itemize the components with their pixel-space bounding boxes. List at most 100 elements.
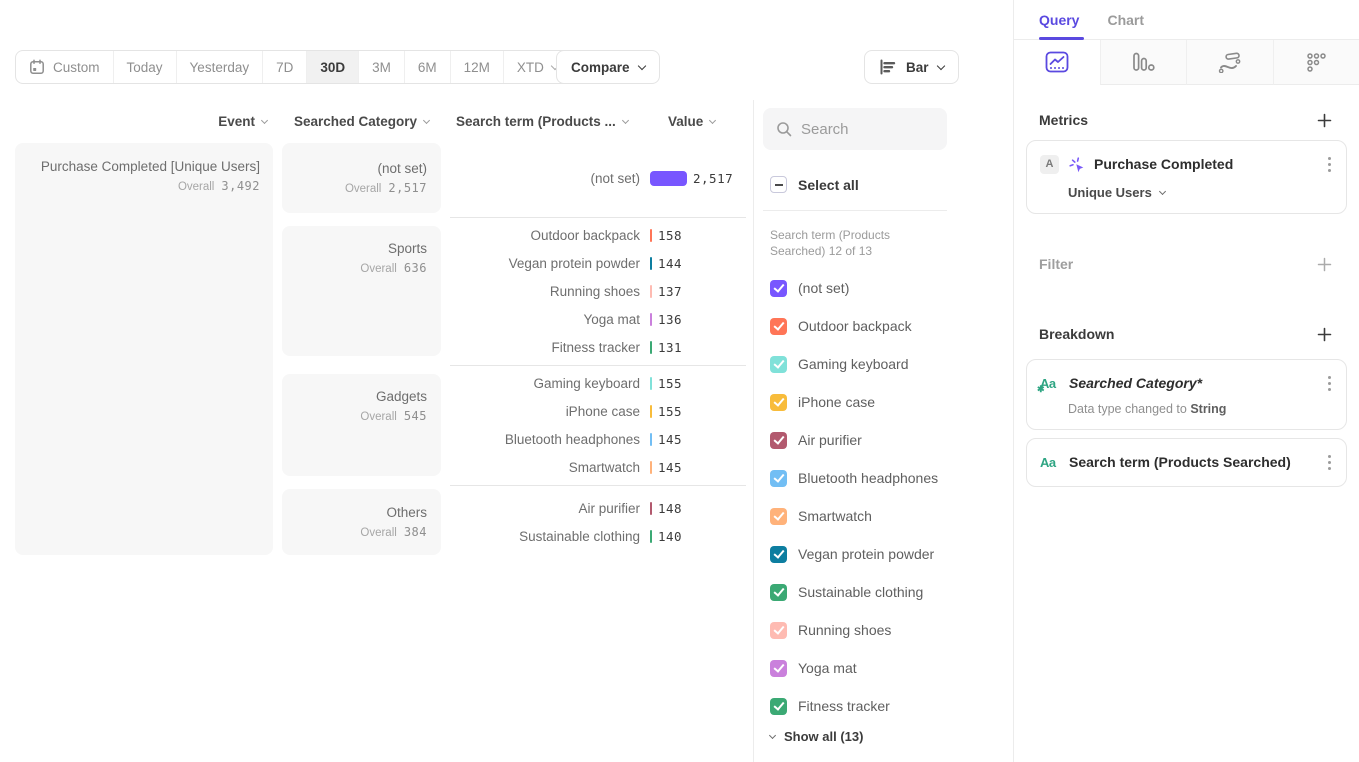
breakdown-kebab-menu[interactable]	[1325, 372, 1334, 394]
value-bar	[650, 376, 652, 390]
category-name: Gadgets	[375, 389, 427, 404]
category-group-sports: Sports Overall 636 Outdoor backpack 158 Vegan…	[282, 221, 746, 366]
table-row[interactable]: Outdoor backpack 158	[450, 221, 746, 249]
legend-item-sustainable-clothing[interactable]: Sustainable clothing	[770, 573, 1013, 611]
column-header-searched-category[interactable]: Searched Category	[282, 114, 441, 129]
segment-label: Smartwatch	[798, 508, 872, 524]
breakdown-kebab-menu[interactable]	[1325, 451, 1334, 473]
overall-value: 2,517	[388, 181, 427, 195]
segment-checkbox[interactable]	[770, 545, 787, 563]
date-range-3m[interactable]: 3M	[358, 51, 404, 83]
date-range-6m[interactable]: 6M	[403, 51, 450, 83]
chart-type-button[interactable]: Bar	[864, 50, 959, 84]
segment-label: Bluetooth headphones	[798, 470, 939, 486]
tab-funnels[interactable]	[1099, 40, 1186, 85]
event-cell[interactable]: Purchase Completed [Unique Users] Overal…	[15, 143, 273, 555]
overall-label: Overall	[360, 263, 397, 275]
value-text: 137	[658, 283, 683, 299]
show-all-toggle[interactable]: Show all (13)	[768, 729, 1013, 744]
add-filter-button[interactable]	[1317, 257, 1332, 272]
legend-item-iphone-case[interactable]: iPhone case	[770, 383, 1013, 421]
select-all-row[interactable]: Select all	[770, 176, 1013, 193]
chevron-down-icon	[621, 116, 629, 124]
segment-checkbox[interactable]	[770, 583, 787, 601]
metric-card[interactable]: A Purchase Completed Unique Users	[1026, 140, 1347, 214]
date-range-label: Custom	[53, 59, 100, 75]
legend-list: (not set) Outdoor backpack Gaming keyboard…	[770, 269, 1013, 725]
search-term-label: (not set)	[590, 170, 640, 186]
legend-item-vegan-protein-powder[interactable]: Vegan protein powder	[770, 535, 1013, 573]
search-term-label: Bluetooth headphones	[504, 431, 640, 447]
category-cell[interactable]: Others Overall 384	[282, 489, 441, 555]
table-row[interactable]: Gaming keyboard 155	[450, 369, 746, 397]
add-breakdown-button[interactable]	[1317, 327, 1332, 342]
segment-label: (not set)	[798, 280, 850, 296]
table-row[interactable]: Smartwatch 145	[450, 453, 746, 481]
table-row[interactable]: (not set) 2,517	[450, 164, 746, 192]
segment-checkbox[interactable]	[770, 355, 787, 373]
segment-checkbox[interactable]	[770, 431, 787, 449]
legend-item-fitness-tracker[interactable]: Fitness tracker	[770, 687, 1013, 725]
segment-checkbox[interactable]	[770, 317, 787, 335]
tab-insights[interactable]	[1014, 40, 1100, 85]
segment-checkbox[interactable]	[770, 507, 787, 525]
tab-chart[interactable]: Chart	[1107, 11, 1145, 28]
date-range-yesterday[interactable]: Yesterday	[175, 51, 263, 83]
segment-checkbox[interactable]	[770, 697, 787, 715]
metric-event-name: Purchase Completed	[1094, 156, 1234, 172]
column-header-search-term[interactable]: Search term (Products ...	[456, 114, 629, 129]
column-header-event[interactable]: Event	[15, 114, 273, 129]
segment-label: Air purifier	[798, 432, 862, 448]
search-term-label: Gaming keyboard	[533, 375, 640, 391]
table-row[interactable]: Sustainable clothing 140	[450, 522, 746, 550]
date-range-30d[interactable]: 30D	[306, 51, 359, 83]
metric-aggregation-selector[interactable]: Unique Users	[1068, 185, 1334, 200]
legend-item-bluetooth-headphones[interactable]: Bluetooth headphones	[770, 459, 1013, 497]
tab-flows[interactable]	[1186, 40, 1273, 85]
segment-checkbox[interactable]	[770, 469, 787, 487]
table-row[interactable]: iPhone case 155	[450, 397, 746, 425]
category-cell[interactable]: (not set) Overall 2,517	[282, 143, 441, 213]
tab-retention[interactable]	[1272, 40, 1359, 85]
tab-query[interactable]: Query	[1039, 11, 1080, 28]
legend-item-outdoor-backpack[interactable]: Outdoor backpack	[770, 307, 1013, 345]
overall-label: Overall	[360, 527, 397, 539]
search-term-label: Sustainable clothing	[519, 528, 640, 544]
legend-item-gaming-keyboard[interactable]: Gaming keyboard	[770, 345, 1013, 383]
segment-checkbox[interactable]	[770, 659, 787, 677]
segment-checkbox[interactable]	[770, 621, 787, 639]
date-range-12m[interactable]: 12M	[449, 51, 503, 83]
legend-item-air-purifier[interactable]: Air purifier	[770, 421, 1013, 459]
table-row[interactable]: Vegan protein powder 144	[450, 249, 746, 277]
legend-item-running-shoes[interactable]: Running shoes	[770, 611, 1013, 649]
value-bar	[650, 404, 652, 418]
add-metric-button[interactable]	[1317, 113, 1332, 128]
breakdown-card-searched-category[interactable]: Aa ✱ Searched Category* Data type changed…	[1026, 359, 1347, 430]
metric-kebab-menu[interactable]	[1325, 153, 1334, 175]
value-bar	[650, 228, 652, 242]
legend-item-smartwatch[interactable]: Smartwatch	[770, 497, 1013, 535]
table-row[interactable]: Air purifier 148	[450, 494, 746, 522]
column-header-value[interactable]: Value	[668, 114, 717, 129]
table-row[interactable]: Bluetooth headphones 145	[450, 425, 746, 453]
date-range-xtd[interactable]: XTD	[502, 51, 571, 83]
legend-search-box[interactable]	[763, 108, 947, 150]
segment-checkbox[interactable]	[770, 393, 787, 411]
legend-item--not-set-[interactable]: (not set)	[770, 269, 1013, 307]
category-cell[interactable]: Sports Overall 636	[282, 226, 441, 356]
category-overall: Overall 545	[296, 409, 427, 423]
table-row[interactable]: Running shoes 137	[450, 277, 746, 305]
date-range-custom[interactable]: Custom	[16, 51, 113, 83]
date-range-7d[interactable]: 7D	[262, 51, 306, 83]
select-all-checkbox[interactable]	[770, 176, 787, 193]
table-row[interactable]: Yoga mat 136	[450, 305, 746, 333]
table-row[interactable]: Fitness tracker 131	[450, 333, 746, 361]
legend-item-yoga-mat[interactable]: Yoga mat	[770, 649, 1013, 687]
retention-icon	[1307, 53, 1326, 72]
compare-button[interactable]: Compare	[556, 50, 660, 84]
category-cell[interactable]: Gadgets Overall 545	[282, 374, 441, 476]
date-range-today[interactable]: Today	[112, 51, 176, 83]
breakdown-card-search-term[interactable]: Aa Search term (Products Searched)	[1026, 438, 1347, 487]
legend-search-input[interactable]	[801, 120, 931, 138]
segment-checkbox[interactable]	[770, 279, 787, 297]
